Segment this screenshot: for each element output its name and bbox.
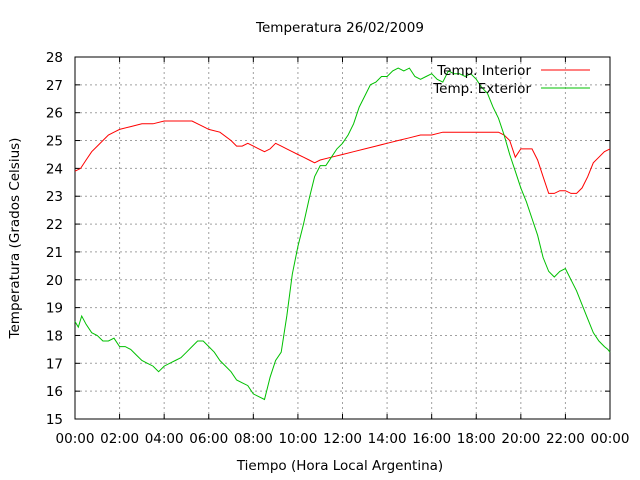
x-tick-label: 16:00 <box>412 431 451 447</box>
axis-ticks <box>74 56 611 420</box>
y-tick-label: 16 <box>46 384 63 400</box>
series-line-temp-interior <box>74 120 611 194</box>
x-tick-label: 08:00 <box>234 431 273 447</box>
x-tick-label: 12:00 <box>323 431 362 447</box>
grid-lines <box>75 57 610 419</box>
legend: Temp. Interior Temp. Exterior <box>432 63 590 97</box>
y-tick-label: 15 <box>46 412 63 428</box>
y-tick-label: 17 <box>46 356 63 372</box>
y-tick-label: 21 <box>46 245 63 261</box>
x-axis-tick-labels: 00:00 02:00 04:00 06:00 08:00 10:00 12:00 14:00… <box>56 431 630 447</box>
legend-label: Temp. Exterior <box>432 81 531 97</box>
x-tick-label: 00:00 <box>591 431 630 447</box>
y-tick-label: 23 <box>46 189 63 205</box>
y-tick-label: 24 <box>46 161 63 177</box>
x-tick-label: 04:00 <box>145 431 184 447</box>
x-axis-label: Tiempo (Hora Local Argentina) <box>236 458 443 474</box>
y-axis-label: Temperatura (Grados Celsius) <box>7 138 23 340</box>
x-tick-label: 18:00 <box>457 431 496 447</box>
y-tick-label: 25 <box>46 134 63 150</box>
y-tick-label: 28 <box>46 50 63 66</box>
x-tick-label: 20:00 <box>501 431 540 447</box>
y-tick-label: 22 <box>46 217 63 233</box>
series-lines <box>74 67 611 401</box>
x-tick-label: 02:00 <box>100 431 139 447</box>
y-tick-label: 18 <box>46 328 63 344</box>
y-tick-label: 20 <box>46 273 63 289</box>
x-tick-label: 10:00 <box>278 431 317 447</box>
x-tick-label: 00:00 <box>56 431 95 447</box>
y-tick-label: 26 <box>46 106 63 122</box>
chart-title: Temperatura 26/02/2009 <box>255 20 424 36</box>
y-axis-tick-labels: 15 16 17 18 19 20 21 22 23 24 25 26 27 28 <box>46 50 63 428</box>
legend-label: Temp. Interior <box>436 63 531 79</box>
x-tick-label: 06:00 <box>189 431 228 447</box>
x-tick-label: 22:00 <box>546 431 585 447</box>
y-tick-label: 27 <box>46 78 63 94</box>
x-tick-label: 14:00 <box>368 431 407 447</box>
y-tick-label: 19 <box>46 301 63 317</box>
series-line-temp-exterior <box>74 67 611 401</box>
